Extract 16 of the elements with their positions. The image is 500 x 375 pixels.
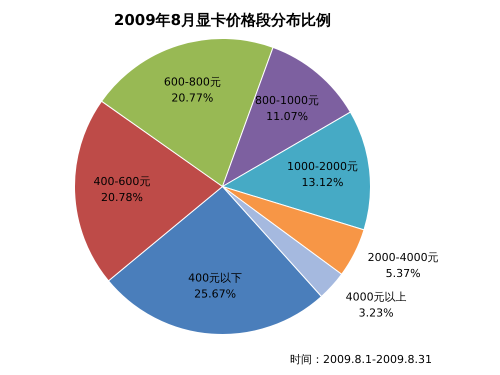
data-label: 3.23% — [358, 306, 394, 320]
slice-label: 400元以下 — [188, 272, 242, 285]
slice-label: 4000元以上 — [346, 290, 407, 304]
slice-label: 2000-4000元 — [368, 251, 439, 264]
text: 时间：2009.8.1-2009.8.31 — [290, 352, 432, 367]
data-label: 20.77% — [171, 91, 214, 104]
data-label: 20.78% — [100, 191, 143, 204]
slice-label: 1000-2000元 — [286, 160, 358, 173]
data-label: 5.37% — [386, 267, 421, 280]
slice-label: 800-1000元 — [255, 94, 320, 108]
data-label: 13.12% — [302, 176, 344, 189]
chart-title: 2009年8月显卡价格段分布比例 — [114, 10, 332, 29]
slice-label: 400-600元 — [93, 175, 150, 188]
data-label: 11.07% — [266, 110, 308, 124]
data-label: 25.67% — [194, 288, 236, 301]
slice-label: 600-800元 — [164, 75, 221, 88]
